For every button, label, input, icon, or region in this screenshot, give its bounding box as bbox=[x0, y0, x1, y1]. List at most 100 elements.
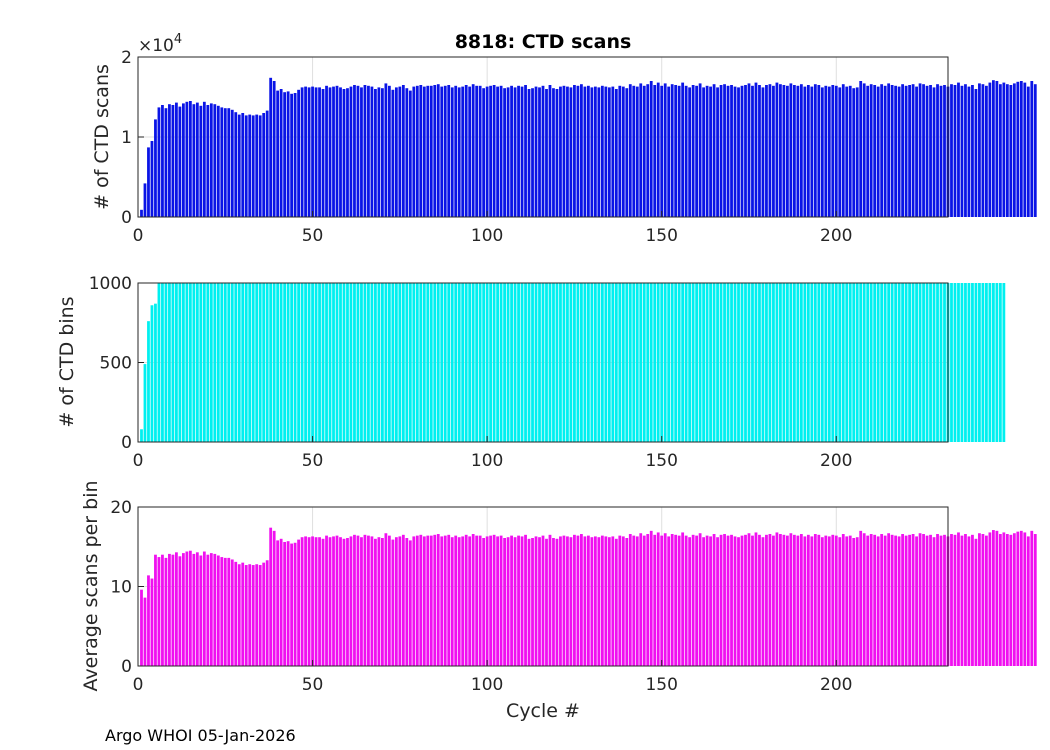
bar-ctd-scans bbox=[454, 85, 458, 217]
bar-ctd-scans bbox=[415, 85, 419, 217]
bar-ctd-scans bbox=[227, 108, 231, 217]
bar-ctd-scans bbox=[440, 86, 444, 217]
bar-avg-scans bbox=[272, 530, 276, 666]
bar-ctd-bins bbox=[164, 283, 168, 442]
bar-avg-scans bbox=[234, 561, 238, 666]
bar-ctd-scans bbox=[810, 86, 814, 217]
bar-ctd-bins bbox=[939, 283, 943, 442]
bar-ctd-scans bbox=[412, 86, 416, 217]
panel-avg-scans: 0 50 100 150 200 0 10 20 Average scans per bin… bbox=[80, 480, 1037, 722]
bar-ctd-bins bbox=[328, 283, 332, 442]
bar-ctd-bins bbox=[171, 283, 175, 442]
bar-avg-scans bbox=[506, 537, 510, 666]
bar-avg-scans bbox=[262, 562, 266, 666]
bar-ctd-scans bbox=[632, 85, 636, 217]
bar-ctd-scans bbox=[953, 85, 957, 217]
bar-ctd-bins bbox=[548, 283, 552, 442]
bar-ctd-scans bbox=[297, 89, 300, 217]
bar-ctd-scans bbox=[869, 84, 873, 217]
bar-avg-scans bbox=[1016, 531, 1020, 666]
bar-ctd-bins bbox=[241, 283, 245, 442]
bar-avg-scans bbox=[143, 597, 147, 666]
bar-ctd-bins bbox=[251, 283, 255, 442]
bar-ctd-scans bbox=[527, 89, 531, 217]
bar-avg-scans bbox=[695, 535, 699, 666]
bar-ctd-bins bbox=[213, 283, 217, 442]
bar-ctd-bins bbox=[552, 283, 555, 442]
bar-avg-scans bbox=[499, 535, 503, 666]
bar-avg-scans bbox=[314, 537, 318, 666]
bar-ctd-scans bbox=[862, 83, 866, 218]
bar-ctd-scans bbox=[806, 85, 810, 217]
bar-ctd-bins bbox=[339, 283, 342, 442]
bar-ctd-scans bbox=[611, 86, 615, 217]
bar-avg-scans bbox=[971, 534, 974, 666]
bar-ctd-bins bbox=[663, 283, 667, 442]
bar-ctd-bins bbox=[485, 283, 489, 442]
bar-ctd-scans bbox=[216, 105, 220, 217]
bar-avg-scans bbox=[618, 535, 622, 666]
bar-ctd-bins bbox=[957, 283, 960, 442]
bar-avg-scans bbox=[580, 534, 583, 666]
bar-avg-scans bbox=[206, 554, 210, 666]
bar-ctd-bins bbox=[799, 283, 803, 442]
x-ticks-avg-scans: 0 50 100 150 200 bbox=[133, 660, 853, 695]
bar-avg-scans bbox=[527, 538, 531, 666]
bar-ctd-bins bbox=[813, 283, 817, 442]
bar-avg-scans bbox=[471, 534, 475, 666]
bar-avg-scans bbox=[168, 553, 171, 666]
bar-ctd-scans bbox=[789, 83, 793, 218]
bar-ctd-scans bbox=[140, 209, 143, 217]
x-axis-label: Cycle # bbox=[506, 700, 580, 722]
bar-ctd-bins bbox=[471, 283, 475, 442]
bar-ctd-bins bbox=[401, 283, 405, 442]
bar-ctd-scans bbox=[740, 85, 744, 217]
bar-avg-scans bbox=[300, 537, 304, 666]
bar-avg-scans bbox=[353, 534, 356, 666]
panel-ctd-bins: 0 50 100 150 200 0 500 1000 # of CTD bins bbox=[56, 274, 1006, 471]
bar-ctd-bins bbox=[307, 283, 311, 442]
bar-avg-scans bbox=[712, 534, 716, 666]
exponent-base: ×10 bbox=[138, 36, 174, 56]
bar-ctd-bins bbox=[143, 364, 147, 442]
bar-ctd-bins bbox=[667, 283, 671, 442]
bar-ctd-bins bbox=[761, 283, 765, 442]
bar-avg-scans bbox=[887, 533, 891, 666]
bar-ctd-bins bbox=[611, 283, 615, 442]
bar-ctd-bins bbox=[709, 283, 712, 442]
bar-ctd-scans bbox=[779, 84, 782, 217]
bar-avg-scans bbox=[978, 533, 981, 666]
bar-ctd-scans bbox=[792, 85, 796, 217]
x-tick-label-ctd-scans: 200 bbox=[820, 226, 852, 246]
bar-ctd-bins bbox=[314, 283, 318, 442]
bar-ctd-scans bbox=[157, 107, 161, 217]
bar-ctd-scans bbox=[168, 104, 171, 217]
bar-avg-scans bbox=[150, 578, 154, 666]
bar-avg-scans bbox=[415, 535, 419, 666]
bar-avg-scans bbox=[733, 536, 737, 666]
bar-ctd-bins bbox=[576, 283, 580, 442]
bar-ctd-scans bbox=[723, 84, 726, 217]
bar-ctd-bins bbox=[419, 283, 423, 442]
bar-avg-scans bbox=[576, 535, 580, 666]
bar-ctd-scans bbox=[311, 86, 314, 217]
bar-avg-scans bbox=[852, 538, 856, 666]
bar-ctd-bins bbox=[566, 283, 569, 442]
x-tick-label-avg-scans: 100 bbox=[471, 675, 503, 695]
bar-ctd-bins bbox=[775, 283, 779, 442]
bar-ctd-bins bbox=[918, 283, 922, 442]
bar-ctd-scans bbox=[897, 86, 901, 217]
bar-ctd-scans bbox=[775, 82, 779, 217]
bar-avg-scans bbox=[607, 537, 611, 666]
bar-ctd-scans bbox=[702, 87, 705, 218]
bar-ctd-bins bbox=[381, 283, 384, 442]
bar-ctd-bins bbox=[202, 283, 206, 442]
bar-avg-scans bbox=[929, 534, 932, 666]
bar-avg-scans bbox=[600, 535, 604, 666]
bar-ctd-bins bbox=[506, 283, 510, 442]
bar-ctd-bins bbox=[730, 283, 733, 442]
bar-ctd-scans bbox=[496, 86, 500, 217]
bar-ctd-scans bbox=[967, 86, 971, 217]
bar-ctd-bins bbox=[642, 283, 646, 442]
